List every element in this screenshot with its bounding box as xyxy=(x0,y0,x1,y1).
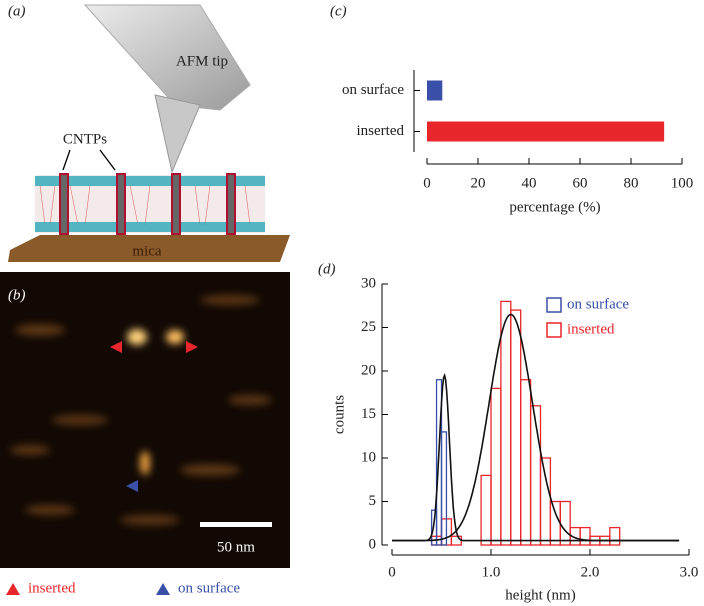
y-tick-label: 30 xyxy=(361,275,376,291)
x-axis-label: height (nm) xyxy=(505,587,575,603)
y-tick-label: 0 xyxy=(369,536,377,552)
marker xyxy=(126,480,138,492)
bar xyxy=(427,80,443,101)
legend-marker xyxy=(6,583,20,595)
histogram-bar xyxy=(520,379,532,546)
x-tick-label: 2.0 xyxy=(581,564,600,580)
y-tick-label: 10 xyxy=(361,449,376,465)
x-tick-label: 1.0 xyxy=(482,564,501,580)
histogram-bar xyxy=(609,526,621,546)
x-tick-label: 0 xyxy=(423,175,431,191)
y-tick-label: 20 xyxy=(361,362,376,378)
cntp-label: CNTPs xyxy=(63,131,107,147)
histogram-bar xyxy=(480,474,492,546)
legend-swatch xyxy=(546,322,562,338)
scale-label: 50 nm xyxy=(217,539,255,555)
histogram-bar xyxy=(539,457,552,546)
y-tick-label: on surface xyxy=(342,82,404,98)
cntp-spots xyxy=(127,329,184,475)
panel-label: (b) xyxy=(8,287,26,303)
x-axis-label: percentage (%) xyxy=(509,199,600,215)
afm-tip xyxy=(154,94,201,174)
fit-curve xyxy=(392,372,680,542)
cntp xyxy=(59,173,236,235)
histogram-bar xyxy=(450,535,462,546)
x-tick-label: 0 xyxy=(388,564,396,580)
x-tick-label: 80 xyxy=(624,175,639,191)
legend-label: on surface xyxy=(567,296,629,312)
mica-substrate xyxy=(8,235,290,262)
panel-label: (a) xyxy=(8,3,26,19)
legend-label: on surface xyxy=(178,580,240,596)
y-tick-label: 5 xyxy=(369,493,377,509)
substrate-label: mica xyxy=(132,243,161,259)
panel-a: (a) AFM tip CNTPs mica xyxy=(8,3,290,262)
x-tick-label: 40 xyxy=(522,175,537,191)
y-axis-label: counts xyxy=(331,395,347,434)
x-tick-label: 20 xyxy=(471,175,486,191)
histogram-bar xyxy=(559,500,571,546)
y-tick-label: 25 xyxy=(361,319,376,335)
legend-marker xyxy=(156,583,170,595)
tip-label: AFM tip xyxy=(176,53,228,69)
marker xyxy=(110,341,122,353)
panel-label: (c) xyxy=(330,3,347,19)
panel-b: (b) 50 nm inserted on surface xyxy=(0,272,290,596)
scale-bar xyxy=(200,522,272,527)
histogram-bar xyxy=(440,431,448,546)
y-tick-label: 15 xyxy=(361,406,376,422)
texture xyxy=(10,295,272,525)
legend-swatch xyxy=(546,297,562,313)
headgroups xyxy=(35,176,265,232)
y-tick-label: inserted xyxy=(357,123,405,139)
panel-label: (d) xyxy=(318,261,336,277)
histogram-bar xyxy=(549,500,561,546)
bar xyxy=(427,121,665,142)
histogram-bar xyxy=(490,387,502,546)
x-tick-label: 3.0 xyxy=(680,564,699,580)
x-tick-label: 60 xyxy=(573,175,588,191)
fit-curve xyxy=(392,313,680,542)
histogram-bar xyxy=(500,300,512,546)
legend-label: inserted xyxy=(28,580,76,596)
arrow xyxy=(62,149,116,171)
histogram-bar xyxy=(510,309,522,546)
marker xyxy=(186,341,198,353)
x-tick-label: 100 xyxy=(671,175,694,191)
lipids xyxy=(39,184,251,226)
legend-label: inserted xyxy=(567,321,615,337)
afm-cantilever xyxy=(83,4,251,111)
histogram-bar xyxy=(579,526,591,546)
